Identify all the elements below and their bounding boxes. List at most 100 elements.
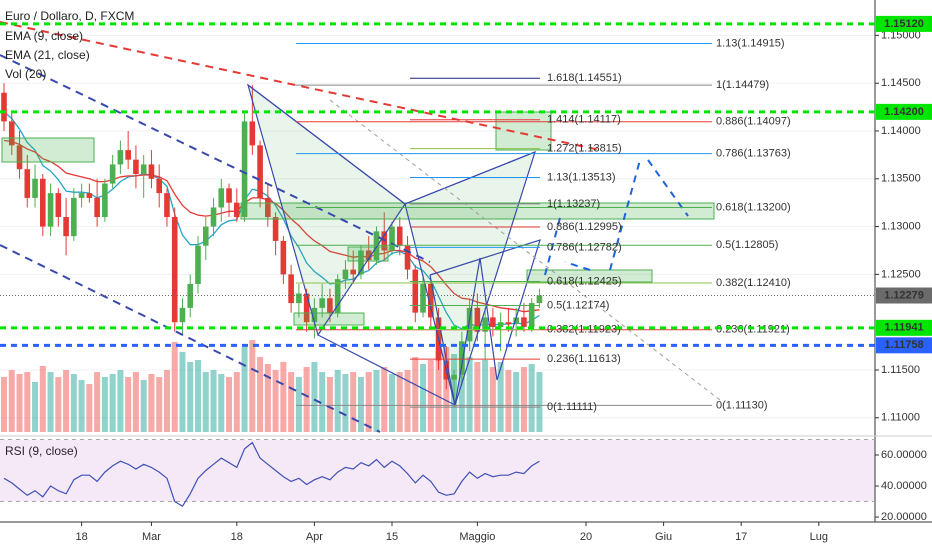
zone-box	[495, 111, 552, 151]
candle-body	[497, 322, 504, 327]
candle-body	[156, 178, 162, 194]
candle-body	[24, 169, 31, 198]
fib-label: 0(1.11111)	[547, 401, 597, 413]
volume-bar	[420, 364, 427, 432]
volume-bar	[373, 370, 380, 432]
volume-bar	[187, 362, 194, 432]
x-tick-label: 18	[75, 531, 87, 543]
x-tick-label: Lug	[810, 531, 828, 543]
volume-bar	[497, 362, 504, 432]
fib-label: 0.382(1.12410)	[716, 277, 791, 289]
candle-body	[234, 202, 240, 218]
candle-body	[125, 150, 131, 160]
volume-bar	[326, 377, 333, 432]
candle-body	[342, 269, 349, 280]
candle-body	[8, 121, 15, 146]
volume-bar	[319, 372, 326, 432]
rsi-tick-label: 40.00000	[881, 480, 927, 492]
fib-label: 0.886(1.14097)	[716, 116, 791, 128]
candle-body	[78, 193, 85, 198]
volume-bar	[482, 360, 489, 432]
rsi-band	[0, 439, 875, 502]
fib-label: 0.236(1.11613)	[547, 353, 621, 365]
volume-bar	[528, 364, 535, 432]
candle-body	[272, 217, 279, 241]
y-tick-label: 1.15000	[881, 29, 921, 41]
volume-bar	[513, 372, 520, 432]
x-tick-label: 18	[231, 531, 243, 543]
zone-box	[347, 246, 389, 262]
volume-bar	[458, 350, 465, 432]
zone-box	[1, 137, 95, 163]
candle-body	[117, 150, 124, 165]
volume-bar	[435, 352, 442, 432]
y-tick-label: 1.11000	[881, 412, 920, 424]
volume-bar	[404, 370, 411, 432]
price-badge	[876, 319, 932, 336]
candle-body	[171, 217, 178, 323]
y-tick-label: 1.14000	[881, 125, 921, 137]
candle-body	[459, 341, 465, 375]
candle-body	[280, 240, 287, 275]
candle-body	[474, 307, 481, 332]
candle-body	[241, 121, 248, 218]
volume-bar	[226, 377, 233, 432]
legend-item: Vol (20)	[5, 67, 46, 81]
candle-body	[1, 92, 7, 122]
harmonic-pattern	[429, 239, 541, 406]
volume-bar	[427, 360, 434, 432]
harmonic-pattern	[247, 84, 536, 205]
candle-body	[257, 145, 263, 198]
candle-body	[202, 226, 209, 246]
fib-label: 0.886(1.12995)	[547, 221, 622, 233]
volume-bar	[39, 366, 46, 432]
trend-line	[0, 54, 431, 263]
candle-body	[94, 197, 100, 218]
fib-label: 1(1.14479)	[716, 79, 769, 91]
candle-body	[148, 164, 155, 179]
volume-bar	[94, 372, 101, 432]
volume-bar	[32, 382, 39, 432]
volume-bar	[63, 370, 70, 432]
drawings	[0, 21, 721, 433]
volume-bar	[132, 372, 139, 432]
volume-bar	[171, 342, 178, 432]
candle-body	[218, 188, 225, 208]
y-tick-label: 1.13500	[881, 173, 921, 185]
price-badge	[876, 287, 932, 304]
x-tick-label: 15	[386, 531, 398, 543]
volume-bar	[264, 364, 271, 432]
candle-body	[451, 374, 457, 380]
volume-bar	[16, 374, 23, 432]
volume-bar	[24, 372, 31, 432]
volume-bar	[233, 372, 240, 432]
price-badge	[876, 103, 932, 120]
volume-bar	[280, 362, 287, 432]
candle-body	[71, 197, 77, 237]
rsi-pane	[0, 437, 875, 522]
candle-body	[133, 159, 139, 174]
candle-body	[536, 295, 543, 304]
fib-label: 1.13(1.13513)	[547, 171, 616, 183]
volume-bar	[195, 360, 201, 432]
chart-title: Euro / Dollaro, D, FXCM	[5, 9, 134, 23]
candle-body	[334, 279, 341, 313]
x-tick-label: Giu	[655, 531, 672, 543]
volume-bar	[1, 377, 7, 432]
volume-bar	[101, 377, 108, 432]
price-badge	[876, 337, 932, 354]
fib-label: 0.236(1.11921)	[716, 324, 790, 336]
candle-body	[420, 283, 426, 313]
volume-bar	[311, 362, 318, 432]
candle-body	[187, 283, 194, 308]
fib-label: 1(1.13237)	[547, 198, 600, 210]
candle-body	[179, 307, 186, 323]
volume-bar	[55, 377, 62, 432]
fib-label: 1.618(1.14551)	[547, 72, 622, 84]
candle-body	[319, 298, 325, 308]
price-axis	[875, 0, 932, 550]
price-badge-label: 1.11941	[884, 322, 923, 334]
candle-body	[63, 217, 69, 237]
volume-bar	[350, 372, 357, 432]
